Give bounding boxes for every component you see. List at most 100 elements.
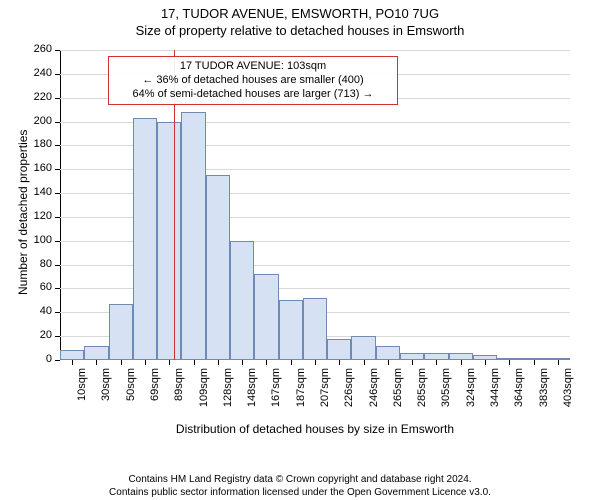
ytick-label: 60: [22, 281, 52, 293]
histogram-bar: [60, 350, 84, 360]
xtick-label: 50sqm: [125, 368, 137, 418]
annotation-line1: 17 TUDOR AVENUE: 103sqm: [115, 60, 391, 74]
xtick-mark: [364, 360, 365, 365]
ytick-mark: [55, 265, 60, 266]
histogram-bar: [157, 122, 181, 360]
xtick-label: 324sqm: [465, 368, 477, 418]
ytick-label: 140: [22, 186, 52, 198]
xtick-label: 148sqm: [246, 368, 258, 418]
xtick-label: 246sqm: [368, 368, 380, 418]
xtick-mark: [291, 360, 292, 365]
ytick-mark: [55, 50, 60, 51]
histogram-bar: [254, 274, 278, 360]
gridline-h: [60, 50, 570, 51]
ytick-mark: [55, 217, 60, 218]
xtick-label: 69sqm: [149, 368, 161, 418]
xtick-label: 109sqm: [198, 368, 210, 418]
ytick-label: 180: [22, 138, 52, 150]
ytick-label: 80: [22, 258, 52, 270]
xtick-mark: [121, 360, 122, 365]
ytick-label: 120: [22, 210, 52, 222]
ytick-mark: [55, 312, 60, 313]
xtick-mark: [461, 360, 462, 365]
ytick-label: 240: [22, 67, 52, 79]
ytick-label: 220: [22, 91, 52, 103]
xtick-mark: [96, 360, 97, 365]
xtick-mark: [436, 360, 437, 365]
xtick-label: 30sqm: [100, 368, 112, 418]
xtick-label: 10sqm: [76, 368, 88, 418]
histogram-bar: [327, 339, 351, 360]
y-axis-line: [60, 50, 61, 360]
xtick-mark: [145, 360, 146, 365]
xtick-label: 383sqm: [538, 368, 550, 418]
histogram-bar: [424, 353, 448, 360]
xtick-mark: [218, 360, 219, 365]
xtick-label: 167sqm: [270, 368, 282, 418]
ytick-mark: [55, 145, 60, 146]
histogram-bar: [400, 353, 424, 360]
xtick-label: 187sqm: [295, 368, 307, 418]
xtick-mark: [242, 360, 243, 365]
xtick-label: 364sqm: [513, 368, 525, 418]
ytick-label: 40: [22, 305, 52, 317]
histogram-bar: [376, 346, 400, 360]
ytick-mark: [55, 336, 60, 337]
xtick-mark: [339, 360, 340, 365]
title-line2: Size of property relative to detached ho…: [0, 23, 600, 38]
xtick-mark: [509, 360, 510, 365]
ytick-label: 200: [22, 115, 52, 127]
annotation-line3: 64% of semi-detached houses are larger (…: [115, 88, 391, 102]
xtick-label: 403sqm: [562, 368, 574, 418]
xtick-label: 344sqm: [489, 368, 501, 418]
ytick-label: 20: [22, 329, 52, 341]
ytick-mark: [55, 74, 60, 75]
xtick-mark: [534, 360, 535, 365]
xtick-mark: [412, 360, 413, 365]
xtick-label: 226sqm: [343, 368, 355, 418]
xtick-label: 128sqm: [222, 368, 234, 418]
ytick-label: 100: [22, 234, 52, 246]
histogram-bar: [303, 298, 327, 360]
ytick-mark: [55, 98, 60, 99]
ytick-mark: [55, 122, 60, 123]
histogram-bar: [279, 300, 303, 360]
footer-line1: Contains HM Land Registry data © Crown c…: [0, 474, 600, 487]
xtick-label: 207sqm: [319, 368, 331, 418]
xtick-mark: [485, 360, 486, 365]
ytick-mark: [55, 241, 60, 242]
histogram-bar: [109, 304, 133, 360]
ytick-mark: [55, 169, 60, 170]
histogram-bar: [351, 336, 375, 360]
histogram-bar: [84, 346, 108, 360]
histogram-bar: [230, 241, 254, 360]
chart-container: 17, TUDOR AVENUE, EMSWORTH, PO10 7UG Siz…: [0, 6, 600, 500]
xtick-mark: [72, 360, 73, 365]
ytick-label: 260: [22, 43, 52, 55]
x-axis-title: Distribution of detached houses by size …: [60, 422, 570, 436]
footer-line2: Contains public sector information licen…: [0, 487, 600, 500]
xtick-mark: [558, 360, 559, 365]
annotation-line2: ← 36% of detached houses are smaller (40…: [115, 74, 391, 88]
ytick-label: 160: [22, 162, 52, 174]
histogram-bar: [181, 112, 205, 360]
xtick-label: 305sqm: [440, 368, 452, 418]
xtick-label: 285sqm: [416, 368, 428, 418]
title-line1: 17, TUDOR AVENUE, EMSWORTH, PO10 7UG: [0, 6, 600, 21]
xtick-mark: [315, 360, 316, 365]
footer: Contains HM Land Registry data © Crown c…: [0, 474, 600, 499]
xtick-label: 265sqm: [392, 368, 404, 418]
xtick-mark: [194, 360, 195, 365]
ytick-mark: [55, 288, 60, 289]
ytick-label: 0: [22, 353, 52, 365]
histogram-bar: [206, 175, 230, 360]
ytick-mark: [55, 193, 60, 194]
xtick-mark: [266, 360, 267, 365]
histogram-bar: [449, 353, 473, 360]
xtick-label: 89sqm: [173, 368, 185, 418]
histogram-bar: [133, 118, 157, 360]
xtick-mark: [169, 360, 170, 365]
annotation-box: 17 TUDOR AVENUE: 103sqm ← 36% of detache…: [108, 56, 398, 105]
xtick-mark: [388, 360, 389, 365]
ytick-mark: [55, 360, 60, 361]
